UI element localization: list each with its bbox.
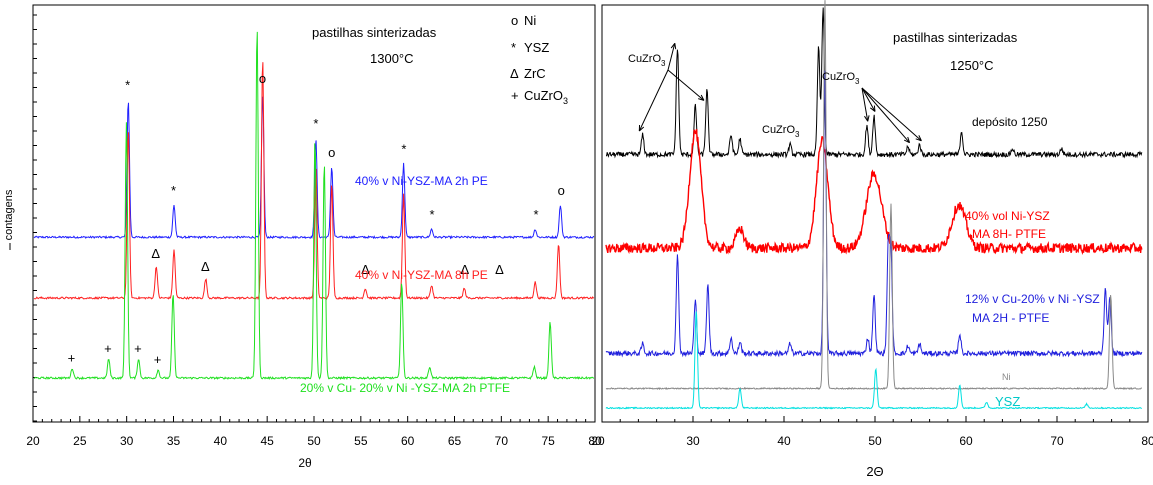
right-series-label-3b: MA 2H - PTFE (972, 311, 1049, 325)
right-annotation-arrowhead (638, 124, 645, 132)
right-series-line-5 (605, 311, 1142, 410)
right-annotation-arrowhead (670, 42, 677, 50)
right-plot-frame (601, 4, 1149, 423)
right-annotations: CuZrO3 CuZrO3 CuZrO3 (628, 42, 922, 144)
left-title: pastilhas sinterizadas (312, 25, 437, 40)
right-annotation-arrowhead (864, 115, 870, 122)
right-annotation-label: CuZrO3 (822, 71, 860, 86)
left-series-label-3: 20% v Cu- 20% v Ni -YSZ-MA 2h PTFE (300, 381, 510, 395)
right-series-line-1 (606, 7, 1143, 159)
right-x-ticks: 20 30 40 50 60 70 80 (591, 416, 1153, 448)
right-series-line-2 (605, 128, 1143, 255)
right-series-label-ni: Ni (1002, 372, 1011, 382)
left-peak-marker: * (429, 207, 434, 222)
left-series-label-2: 40% v Ni-YSZ-MA 8h PE (355, 268, 488, 282)
right-annotation-arrow (638, 69, 669, 132)
left-x-tick-label: 55 (354, 434, 368, 448)
left-x-tick-label: 65 (448, 434, 462, 448)
right-x-tick-label: 40 (777, 434, 791, 448)
right-annotation-arrowhead (915, 135, 922, 142)
right-annotation-arrow (861, 87, 876, 112)
legend-label-zrc: ZrC (524, 66, 546, 81)
right-x-tick-label: 60 (959, 434, 973, 448)
right-annotation-label: CuZrO3 (628, 53, 666, 68)
right-series-line-4 (605, 0, 1143, 391)
right-x-tick-label: 50 (868, 434, 882, 448)
left-subtitle: 1300°C (370, 51, 414, 66)
legend-label-cuzro3: CuZrO3 (524, 88, 568, 106)
right-annotation-arrowhead (903, 136, 911, 144)
left-peak-marker: * (313, 116, 318, 131)
left-series-line-3 (33, 31, 595, 381)
left-x-tick-label: 20 (26, 434, 40, 448)
right-series-label-3a: 12% v Cu-20% v Ni -YSZ (965, 292, 1100, 306)
left-peak-marker: Δ (495, 262, 504, 277)
left-peak-marker: + (68, 350, 76, 365)
left-x-tick-label: 75 (541, 434, 555, 448)
right-chart: 20 30 40 50 60 70 80 CuZrO3 CuZrO3 CuZrO3 pastil… (591, 0, 1153, 479)
right-x-label: 2Θ (866, 464, 883, 479)
left-series-label-1: 40% v Ni-YSZ-MA 2h PE (355, 174, 488, 188)
right-series-group (605, 0, 1143, 410)
left-x-tick-label: 30 (120, 434, 134, 448)
left-x-tick-label: 45 (260, 434, 274, 448)
right-x-tick-label: 30 (686, 434, 700, 448)
right-series-label-ysz: YSZ (995, 394, 1020, 409)
left-peak-marker: o (558, 183, 565, 198)
left-legend: o Ni * YSZ Δ ZrC + CuZrO3 (510, 13, 568, 106)
right-series-label-2a: 40% vol Ni-YSZ (965, 209, 1050, 223)
right-annotation-label: CuZrO3 (762, 124, 800, 139)
left-x-tick-label: 70 (495, 434, 509, 448)
left-peak-marker: Δ (151, 246, 160, 261)
right-series-label-2b: MA 8H- PTFE (972, 227, 1046, 241)
right-title: pastilhas sinterizadas (893, 30, 1018, 45)
right-annotation-arrowhead (869, 105, 876, 112)
left-x-tick-label: 80 (588, 434, 602, 448)
right-x-tick-label: 20 (591, 434, 605, 448)
left-x-ticks: 20 25 30 35 40 45 50 55 60 65 70 75 80 (26, 416, 602, 448)
left-peak-marker: + (154, 352, 162, 367)
left-peak-marker: Δ (201, 259, 210, 274)
left-x-tick-label: 50 (307, 434, 321, 448)
left-peak-marker: o (328, 145, 335, 160)
left-peak-markers: * * o * o * * * o Δ Δ Δ Δ Δ + + + + (68, 71, 565, 367)
right-annotation-arrow (861, 87, 922, 142)
legend-label-ysz: YSZ (524, 40, 549, 55)
right-annotation-arrow (667, 69, 705, 101)
left-peak-marker: Δ (361, 262, 370, 277)
legend-symbol-ni: o (511, 13, 518, 28)
left-y-minor-ticks (33, 14, 37, 422)
left-series-group (33, 31, 595, 381)
legend-label-ni: Ni (524, 13, 536, 28)
left-x-tick-label: 60 (401, 434, 415, 448)
left-y-label: contagens (3, 189, 15, 240)
legend-symbol-zrc: Δ (510, 66, 519, 81)
left-x-label: 2θ (298, 456, 312, 470)
right-subtitle: 1250°C (950, 58, 994, 73)
right-x-tick-label: 80 (1141, 434, 1153, 448)
left-peak-marker: + (134, 341, 142, 356)
left-peak-marker: * (125, 78, 130, 93)
right-series-line-3 (605, 70, 1143, 358)
right-annotation-arrowhead (698, 94, 705, 101)
left-x-tick-label: 35 (167, 434, 181, 448)
left-peak-marker: * (171, 183, 176, 198)
right-annotation-arrow (861, 87, 910, 144)
right-x-tick-label: 70 (1050, 434, 1064, 448)
right-annotation-arrow (861, 87, 869, 122)
legend-symbol-ysz: * (511, 40, 516, 55)
left-chart: 20 25 30 35 40 45 50 55 60 65 70 75 80 * * o * o * * * o Δ Δ Δ Δ… (3, 4, 602, 470)
left-peak-marker: Δ (460, 262, 469, 277)
right-annotation-arrow (667, 43, 676, 71)
legend-symbol-cuzro3: + (511, 88, 519, 103)
left-peak-marker: * (401, 142, 406, 157)
left-peak-marker: * (533, 207, 538, 222)
left-x-tick-label: 25 (73, 434, 87, 448)
left-x-tick-label: 40 (214, 434, 228, 448)
left-peak-marker: o (259, 71, 266, 86)
right-series-label-1: depósito 1250 (972, 115, 1048, 129)
left-peak-marker: + (104, 341, 112, 356)
